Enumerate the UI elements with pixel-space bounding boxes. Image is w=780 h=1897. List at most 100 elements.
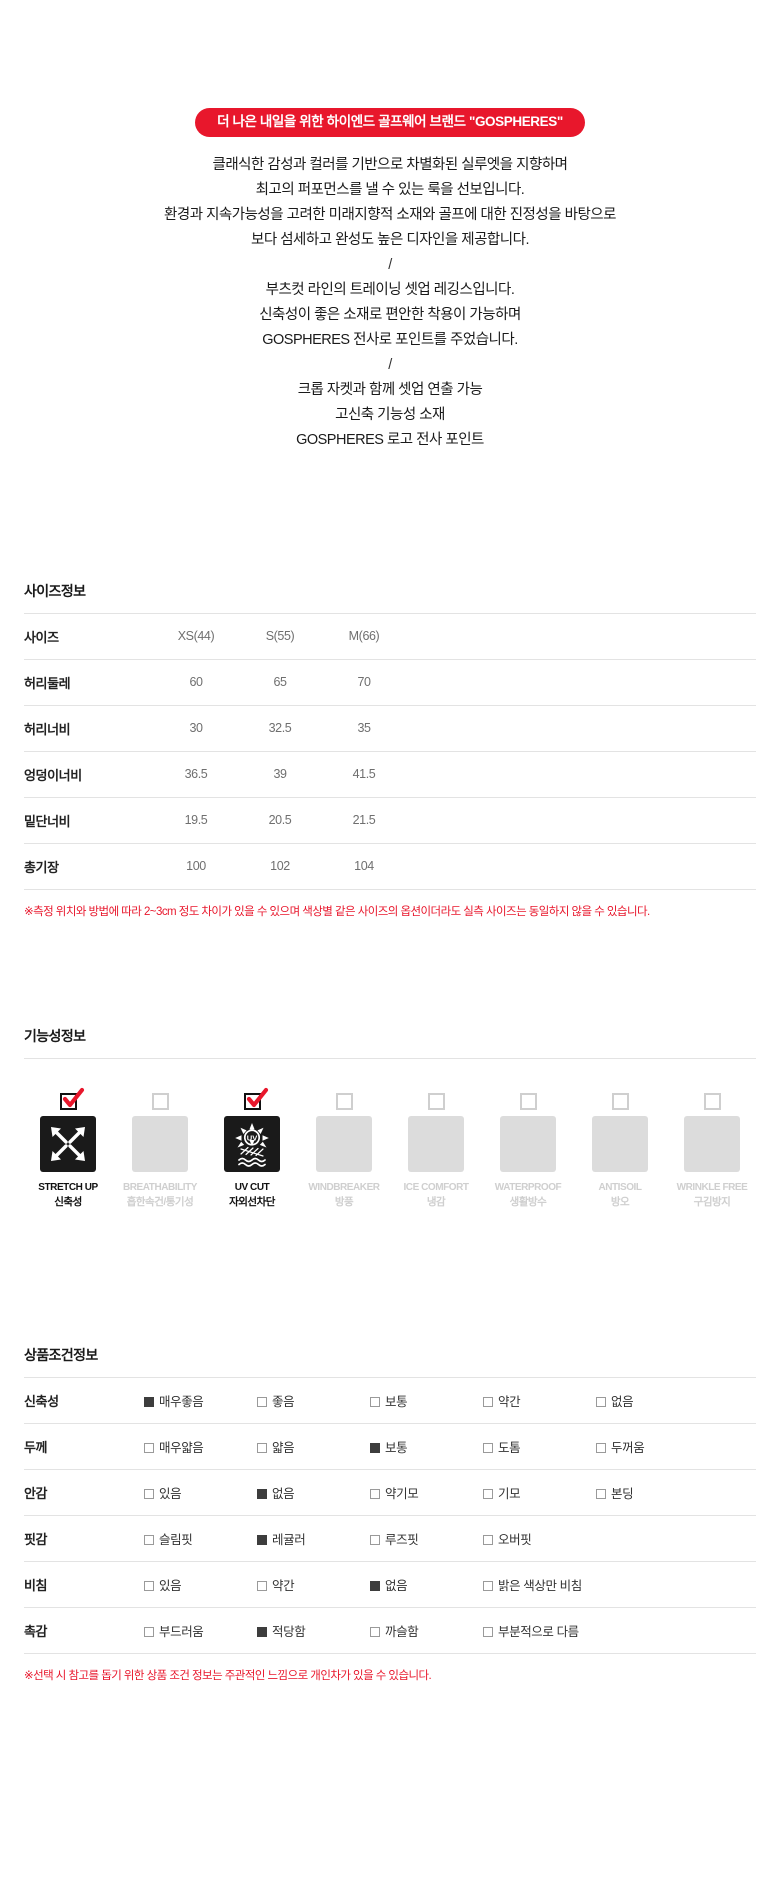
condition-option: 적당함 bbox=[257, 1606, 370, 1654]
function-item: ANTISOIL 방오 bbox=[576, 1092, 664, 1210]
condition-option-label: 없음 bbox=[272, 1486, 295, 1501]
condition-option: 매우좋음 bbox=[144, 1376, 257, 1423]
condition-option: 오버핏 bbox=[483, 1514, 596, 1561]
function-label-en: STRETCH UP bbox=[38, 1181, 98, 1193]
condition-option: 슬림핏 bbox=[144, 1514, 257, 1561]
condition-option-label: 보통 bbox=[385, 1394, 408, 1409]
function-item: BREATHABILITY 흡한속건/통기성 bbox=[116, 1092, 204, 1210]
condition-row-label: 신축성 bbox=[24, 1376, 144, 1423]
intro-line: 신축성이 좋은 소재로 편안한 착용이 가능하며 bbox=[259, 306, 521, 323]
unchecked-checkbox-icon bbox=[703, 1092, 721, 1110]
function-label-ko: 방오 bbox=[610, 1195, 630, 1208]
size-header-label: 사이즈 bbox=[24, 612, 154, 659]
size-value-cell: 102 bbox=[238, 842, 322, 890]
condition-option-label: 레귤러 bbox=[272, 1532, 306, 1547]
condition-note: ※선택 시 참고를 돕기 위한 상품 조건 정보는 주관적인 느낌으로 개인차가… bbox=[24, 1669, 432, 1682]
size-table: 사이즈 XS(44) S(55) M(66) 허리둘레 60 65 70 허리너비 30 32.5 3… bbox=[24, 612, 756, 890]
unchecked-box-icon bbox=[370, 1534, 380, 1545]
condition-option-label: 약간 bbox=[272, 1578, 295, 1593]
function-label-en: ANTISOIL bbox=[598, 1181, 642, 1193]
condition-option-label: 슬림핏 bbox=[159, 1532, 193, 1547]
stretch-arrows-icon bbox=[40, 1115, 96, 1172]
size-row-label: 밑단너비 bbox=[24, 796, 154, 843]
condition-option-label: 보통 bbox=[385, 1440, 408, 1455]
table-filler-cell bbox=[709, 1560, 756, 1607]
unchecked-box-icon bbox=[483, 1396, 493, 1407]
table-filler-cell bbox=[709, 1468, 756, 1515]
unchecked-box-icon bbox=[483, 1534, 493, 1545]
intro-description: 클래식한 감성과 컬러를 기반으로 차별화된 실루엣을 지향하며 최고의 퍼포먼스… bbox=[0, 153, 780, 453]
unchecked-box-icon bbox=[144, 1580, 154, 1591]
function-item: UV UV CUT 자외선차단 bbox=[208, 1087, 296, 1210]
function-divider bbox=[24, 1057, 756, 1059]
unchecked-box-icon bbox=[370, 1396, 380, 1407]
size-row-label: 허리둘레 bbox=[24, 658, 154, 705]
condition-option: 기모 bbox=[483, 1468, 596, 1515]
condition-option: 부드러움 bbox=[144, 1606, 257, 1654]
table-row: 엉덩이너비 36.5 39 41.5 bbox=[24, 750, 756, 797]
size-column-header: XS(44) bbox=[154, 612, 238, 659]
table-filler-cell bbox=[709, 1376, 756, 1423]
size-value-cell: 41.5 bbox=[322, 750, 406, 797]
function-icon-row: STRETCH UP 신축성 BREATHABILITY 흡한속건/통기성 UV bbox=[24, 1059, 756, 1210]
size-column-header: M(66) bbox=[322, 612, 406, 659]
checked-checkbox-icon bbox=[243, 1087, 268, 1110]
unchecked-box-icon bbox=[596, 1396, 606, 1407]
unchecked-box-icon bbox=[483, 1488, 493, 1499]
condition-table: 신축성 매우좋음 좋음 보통 약간 없음 두께 매우얇음 얇음 보통 도톰 두꺼움 안감 있음 없음 약기모 기… bbox=[24, 1376, 756, 1654]
condition-option-label: 밝은 색상만 비침 bbox=[498, 1578, 582, 1593]
condition-option: 없음 bbox=[596, 1376, 709, 1423]
table-empty-cell bbox=[596, 1514, 709, 1561]
intro-line: 환경과 지속가능성을 고려한 미래지향적 소재와 골프에 대한 진정성을 바탕으… bbox=[164, 206, 616, 223]
table-row: 비침 있음 약간 없음 밝은 색상만 비침 bbox=[24, 1560, 756, 1607]
brand-badge: 더 나은 내일을 위한 하이엔드 골프웨어 브랜드 "GOSPHERES" bbox=[195, 108, 585, 137]
condition-info-title: 상품조건정보 bbox=[24, 1346, 98, 1363]
condition-row-label: 촉감 bbox=[24, 1606, 144, 1654]
condition-option: 매우얇음 bbox=[144, 1422, 257, 1469]
condition-option: 도톰 bbox=[483, 1422, 596, 1469]
function-label-ko: 냉감 bbox=[426, 1195, 446, 1208]
function-label-en: WINDBREAKER bbox=[308, 1181, 380, 1193]
unchecked-box-icon bbox=[483, 1626, 493, 1637]
function-item: STRETCH UP 신축성 bbox=[24, 1087, 112, 1210]
condition-option: 본딩 bbox=[596, 1468, 709, 1515]
condition-option: 약간 bbox=[483, 1376, 596, 1423]
waterproof-icon bbox=[500, 1115, 556, 1172]
condition-option: 두꺼움 bbox=[596, 1422, 709, 1469]
checked-box-icon bbox=[370, 1442, 380, 1453]
condition-row-label: 비침 bbox=[24, 1560, 144, 1607]
condition-option-label: 있음 bbox=[159, 1486, 182, 1501]
svg-text:UV: UV bbox=[247, 1133, 258, 1142]
unchecked-checkbox-icon bbox=[427, 1092, 445, 1110]
condition-option: 까슬함 bbox=[370, 1606, 483, 1654]
condition-option-label: 부분적으로 다름 bbox=[498, 1624, 579, 1639]
condition-option: 없음 bbox=[370, 1560, 483, 1607]
condition-option-label: 없음 bbox=[385, 1578, 408, 1593]
intro-line: 크롭 자켓과 함께 셋업 연출 가능 bbox=[297, 381, 483, 398]
condition-option: 레귤러 bbox=[257, 1514, 370, 1561]
unchecked-checkbox-icon bbox=[335, 1092, 353, 1110]
unchecked-box-icon bbox=[144, 1626, 154, 1637]
table-row: 신축성 매우좋음 좋음 보통 약간 없음 bbox=[24, 1376, 756, 1423]
function-label-ko: 흡한속건/통기성 bbox=[126, 1195, 194, 1208]
size-value-cell: 65 bbox=[238, 658, 322, 705]
table-empty-cell bbox=[596, 1606, 709, 1654]
function-label-en: UV CUT bbox=[234, 1181, 270, 1193]
condition-option-label: 있음 bbox=[159, 1578, 182, 1593]
size-info-title: 사이즈정보 bbox=[24, 582, 86, 599]
size-value-cell: 100 bbox=[154, 842, 238, 890]
table-filler-cell bbox=[709, 1606, 756, 1654]
checked-box-icon bbox=[370, 1580, 380, 1591]
condition-option-label: 매우좋음 bbox=[159, 1394, 204, 1409]
unchecked-box-icon bbox=[596, 1442, 606, 1453]
condition-option: 없음 bbox=[257, 1468, 370, 1515]
condition-option-label: 얇음 bbox=[272, 1440, 295, 1455]
product-detail-page: 더 나은 내일을 위한 하이엔드 골프웨어 브랜드 "GOSPHERES" 클래… bbox=[0, 108, 780, 1682]
size-note: ※측정 위치와 방법에 따라 2~3cm 정도 차이가 있을 수 있으며 색상별… bbox=[24, 905, 650, 918]
unchecked-box-icon bbox=[257, 1396, 267, 1407]
function-label-en: BREATHABILITY bbox=[123, 1181, 197, 1193]
table-filler-cell bbox=[406, 704, 756, 751]
size-value-cell: 104 bbox=[322, 842, 406, 890]
condition-option: 보통 bbox=[370, 1376, 483, 1423]
condition-row-label: 핏감 bbox=[24, 1514, 144, 1561]
